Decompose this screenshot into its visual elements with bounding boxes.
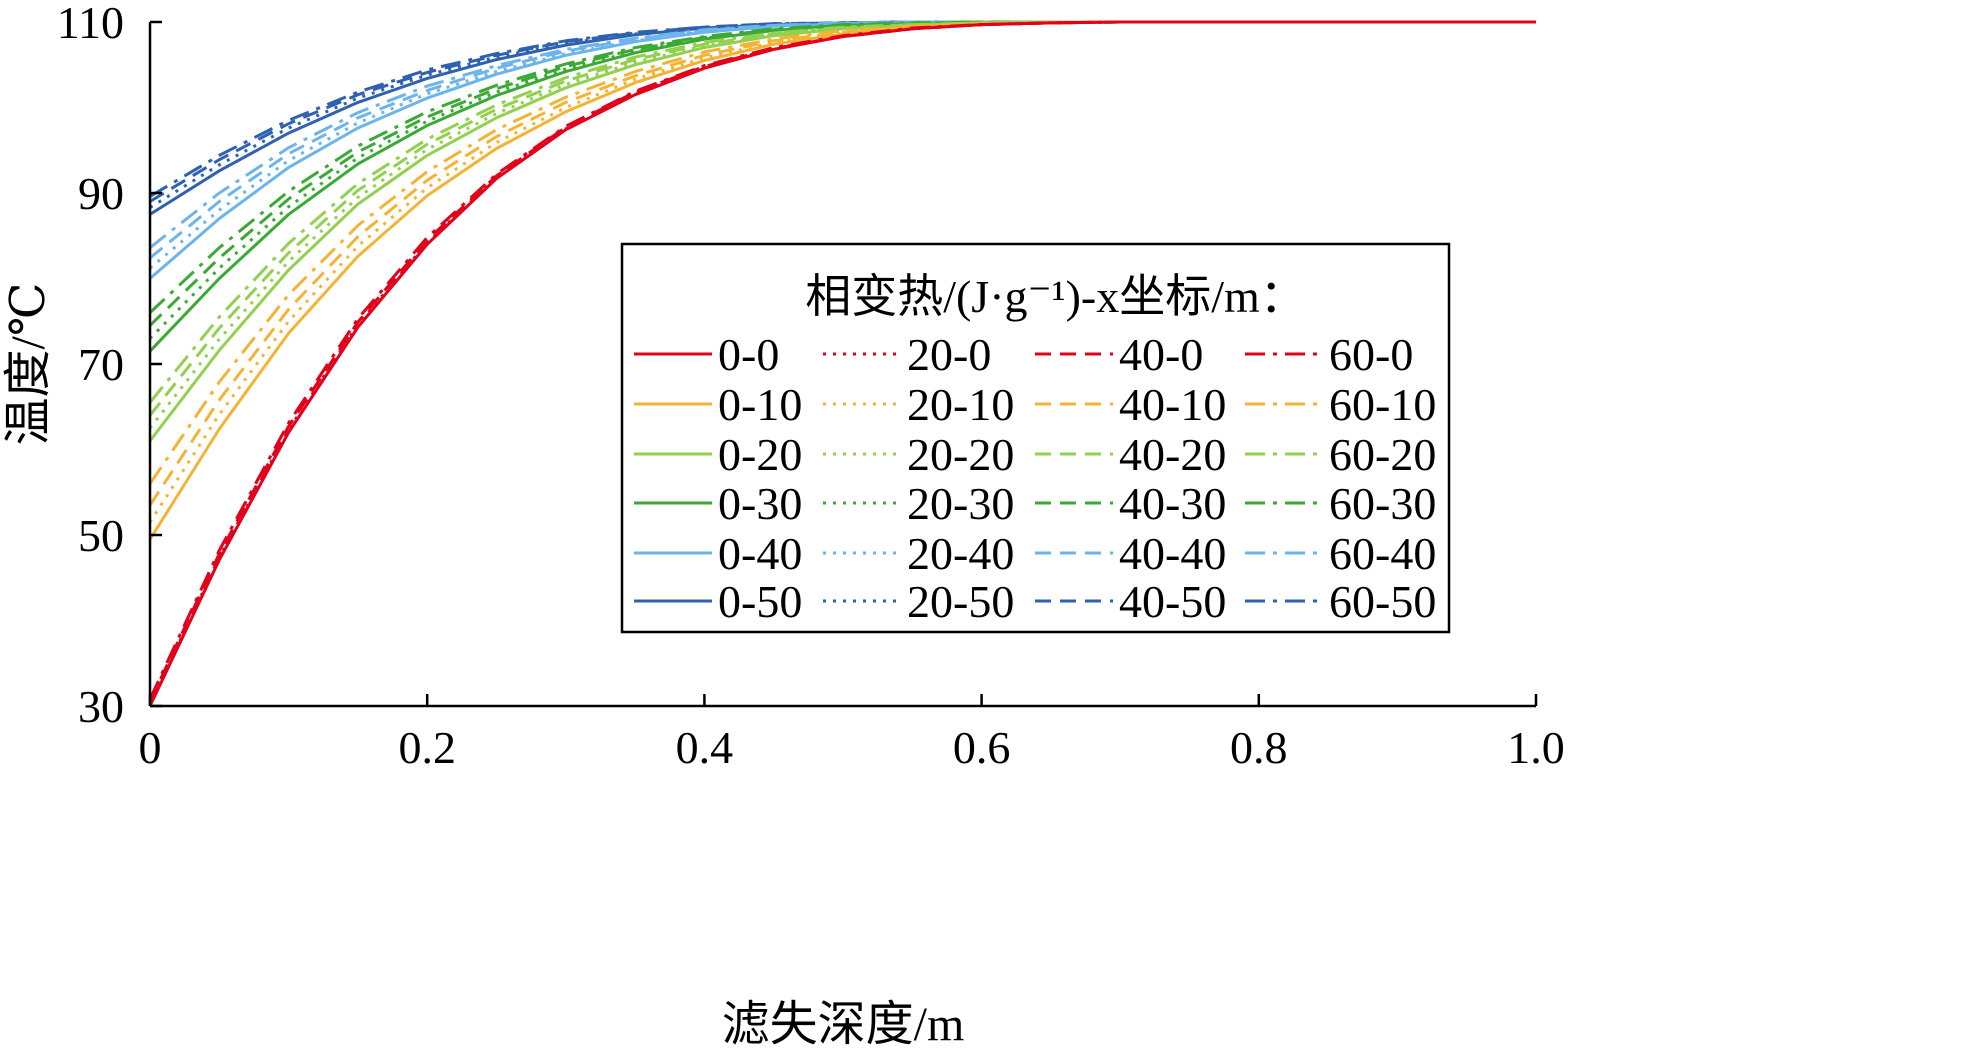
legend-label: 20-30 [907,478,1014,529]
legend-label: 0-40 [718,528,802,579]
legend-label: 20-50 [907,576,1014,627]
legend-label: 20-0 [907,329,991,380]
series-line-60-0 [148,20,1536,700]
x-tick-label: 0.6 [953,722,1011,773]
legend-label: 60-40 [1329,528,1436,579]
series-line-20-30 [148,20,1536,340]
series-line-20-40 [149,20,1536,270]
legend-label: 20-40 [907,528,1014,579]
series-line-0-0 [148,20,1536,707]
series-line-20-50 [149,20,1536,209]
legend-label: 0-0 [718,329,779,380]
legend-label: 60-20 [1329,429,1436,480]
legend-label: 0-10 [718,379,802,430]
x-tick-label: 1.0 [1507,722,1565,773]
legend-label: 0-20 [718,429,802,480]
legend-label: 60-30 [1329,478,1436,529]
legend: 相变热/(J·g⁻¹)-x坐标/m： 0-0 20-0 40-0 60-0 0-10 20… [620,242,1451,634]
x-tick-label: 0.2 [398,722,456,773]
legend-items: 0-0 20-0 40-0 60-0 0-10 20-10 40-10 60-10 0-20 20… [634,329,1436,627]
series-line-60-50 [149,20,1536,198]
series-line-0-40 [149,20,1536,280]
x-axis-title: 滤失深度/m [722,998,965,1051]
legend-label: 60-0 [1329,329,1413,380]
legend-label: 60-10 [1329,379,1436,430]
x-tick-label: 0.4 [676,722,734,773]
legend-label: 40-50 [1119,576,1226,627]
series-line-60-40 [149,20,1536,249]
y-axis-title: 温度/℃ [2,282,55,445]
series-line-40-40 [149,20,1536,260]
legend-box [620,242,1451,634]
legend-title: 相变热/(J·g⁻¹)-x坐标/m： [805,271,1306,322]
x-tick-label: 0 [139,722,162,773]
y-tick-label: 50 [78,510,124,561]
ticks-layer: 0 0.2 0.4 0.6 0.8 1.0 30 50 70 90 110 [57,0,1565,773]
legend-label: 20-10 [907,379,1014,430]
legend-label: 40-10 [1119,379,1226,430]
y-tick-label: 30 [78,681,124,732]
legend-label: 40-30 [1119,478,1226,529]
legend-label: 0-50 [718,576,802,627]
y-tick-label: 110 [57,0,124,48]
series-layer [148,20,1536,707]
legend-label: 60-50 [1329,576,1436,627]
series-line-60-20 [148,20,1536,404]
legend-label: 40-40 [1119,528,1226,579]
y-tick-label: 70 [78,339,124,390]
series-line-20-10 [148,20,1536,524]
series-line-60-30 [148,20,1536,314]
x-tick-label: 0.8 [1230,722,1288,773]
legend-label: 0-30 [718,478,802,529]
legend-label: 40-20 [1119,429,1226,480]
legend-label: 40-0 [1119,329,1203,380]
legend-label: 20-20 [907,429,1014,480]
y-tick-label: 90 [78,168,124,219]
